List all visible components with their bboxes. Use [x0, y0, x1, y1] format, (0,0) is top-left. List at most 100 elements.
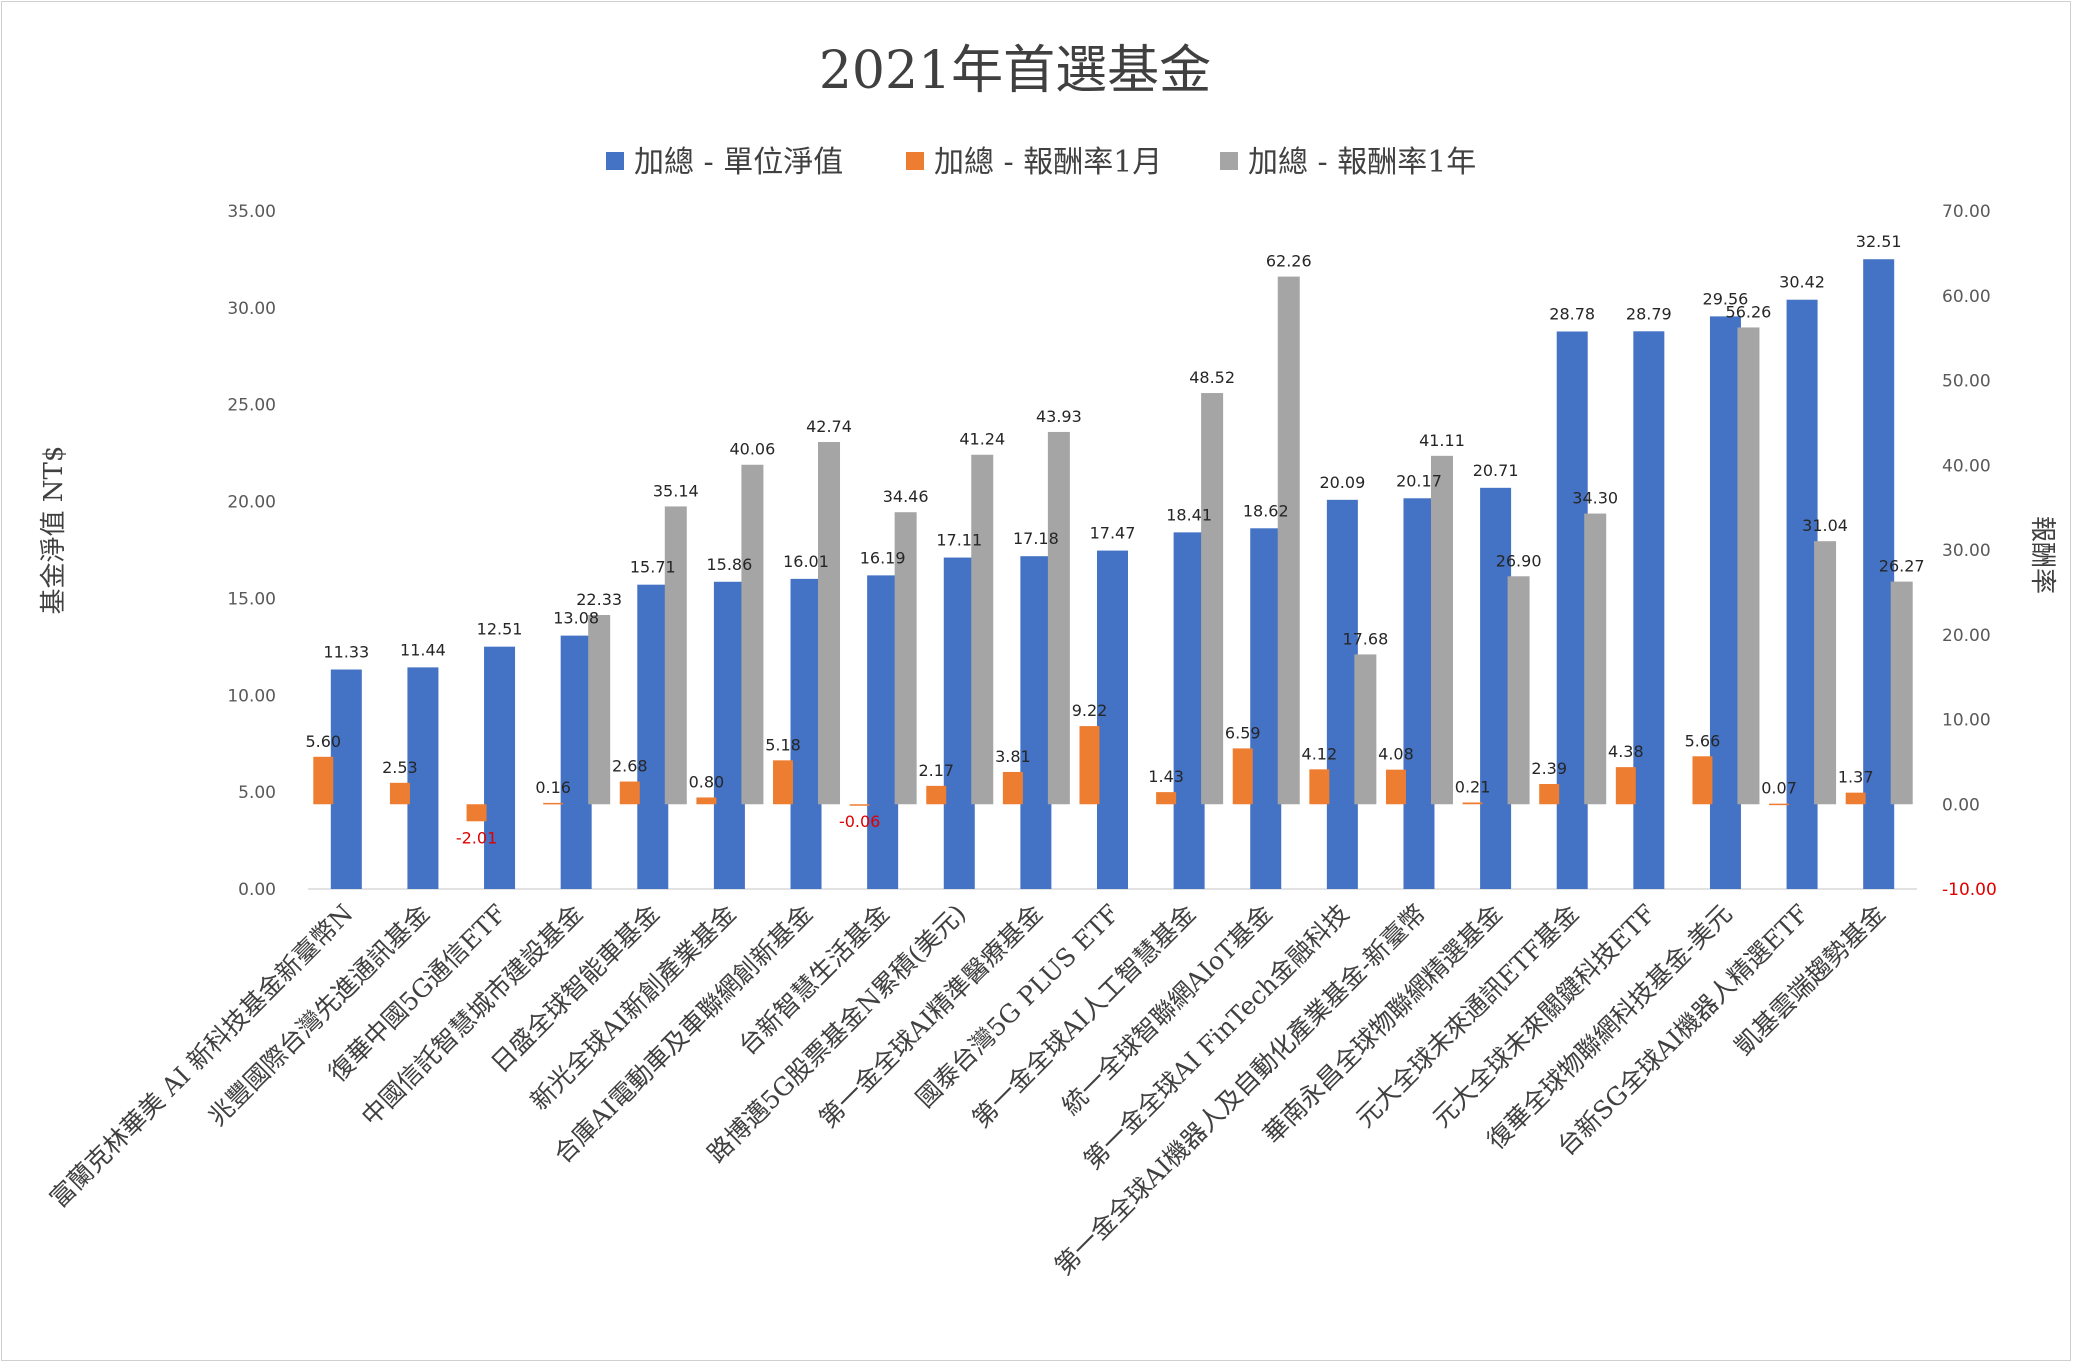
y-tick-label: 10.00 — [227, 686, 276, 706]
bar-return-1m — [1385, 769, 1406, 805]
data-label-nav: 17.18 — [1013, 529, 1059, 548]
data-label-nav: 20.71 — [1473, 461, 1519, 480]
data-label-return-1m: 5.66 — [1685, 731, 1721, 750]
bar-return-1m — [1615, 767, 1636, 805]
bar-nav — [1403, 498, 1435, 889]
legend-swatch-ret1y — [1220, 152, 1238, 170]
bar-return-1y — [1507, 576, 1530, 805]
bar-nav — [1709, 316, 1741, 889]
y2-tick-label: 20.00 — [1942, 626, 1991, 646]
bar-return-1m — [619, 781, 640, 805]
category-labels-group: 富蘭克林華美 AI 新科技基金新臺幣N兆豐國際台灣先進通訊基金復華中國5G通信E… — [44, 899, 1891, 1281]
data-label-nav: 20.17 — [1396, 471, 1442, 490]
y2-axis-ticks: -10.00 0.00 10.00 20.00 30.00 40.00 50.00 60.00… — [1942, 202, 1997, 900]
y2-tick-label: 0.00 — [1942, 795, 1980, 815]
bar-return-1m — [543, 802, 564, 805]
data-label-nav: 17.47 — [1090, 524, 1136, 543]
data-label-return-1m: 0.21 — [1455, 777, 1491, 796]
bar-nav — [407, 667, 439, 889]
bar-nav — [637, 584, 669, 889]
bar-return-1m — [1002, 771, 1023, 805]
y2-axis-title: 報酬率 — [2027, 516, 2057, 594]
data-label-nav: 17.11 — [936, 531, 982, 550]
bar-nav — [790, 578, 822, 889]
data-label-return-1m: -0.06 — [839, 812, 880, 831]
data-label-return-1m: 2.39 — [1531, 759, 1567, 778]
bar-return-1y — [1201, 393, 1224, 805]
data-label-return-1m: 5.60 — [305, 732, 341, 751]
data-label-nav: 11.44 — [400, 640, 446, 659]
data-label-return-1y: 56.26 — [1726, 302, 1772, 321]
data-label-return-1m: 2.53 — [382, 758, 418, 777]
data-label-nav: 20.09 — [1319, 473, 1365, 492]
data-label-return-1m: 1.43 — [1148, 767, 1184, 786]
data-label-return-1m: 2.17 — [918, 761, 954, 780]
data-label-nav: 28.78 — [1549, 304, 1595, 323]
bar-return-1m — [1156, 792, 1177, 805]
bar-return-1y — [1737, 327, 1760, 805]
y-tick-label: 5.00 — [238, 783, 276, 803]
data-label-nav: 16.19 — [860, 548, 906, 567]
bar-return-1m — [1845, 792, 1866, 805]
y-tick-label: 15.00 — [227, 589, 276, 609]
bar-return-1y — [1584, 513, 1607, 805]
data-label-return-1y: 40.06 — [729, 440, 775, 459]
data-label-return-1y: 62.26 — [1266, 252, 1312, 271]
bar-return-1m — [849, 804, 870, 806]
bar-nav — [1633, 331, 1665, 889]
bar-return-1y — [1430, 455, 1453, 805]
bar-return-1y — [664, 506, 687, 805]
y2-tick-label: -10.00 — [1942, 880, 1997, 900]
data-label-nav: 29.56 — [1703, 289, 1749, 308]
data-label-return-1m: 1.37 — [1838, 768, 1874, 787]
bar-nav — [560, 635, 592, 889]
data-label-nav: 30.42 — [1779, 273, 1825, 292]
bar-nav — [1863, 259, 1895, 889]
data-label-return-1m: 6.59 — [1225, 723, 1261, 742]
bars-group — [313, 259, 1913, 889]
data-label-return-1y: 43.93 — [1036, 407, 1082, 426]
bar-return-1m — [389, 782, 410, 805]
bar-return-1m — [1309, 769, 1330, 805]
bar-nav — [1250, 528, 1282, 889]
bar-nav — [867, 575, 899, 889]
bar-return-1m — [926, 785, 947, 805]
legend-swatch-ret1m — [906, 152, 924, 170]
data-label-return-1m: 9.22 — [1072, 701, 1108, 720]
bar-nav — [1326, 499, 1358, 889]
data-label-return-1m: -2.01 — [456, 828, 497, 847]
legend-swatch-nav — [606, 152, 624, 170]
y2-tick-label: 60.00 — [1942, 287, 1991, 307]
data-label-return-1y: 48.52 — [1189, 368, 1235, 387]
bar-nav — [1173, 532, 1205, 889]
bar-return-1m — [773, 760, 794, 805]
legend-label-ret1y: 加總 - 報酬率1年 — [1248, 145, 1476, 180]
bar-return-1m — [466, 804, 487, 822]
data-label-return-1y: 34.30 — [1572, 489, 1618, 508]
data-label-return-1m: 0.16 — [535, 778, 571, 797]
data-label-nav: 12.51 — [477, 620, 523, 639]
bar-return-1m — [1692, 756, 1713, 805]
y-tick-label: 35.00 — [227, 202, 276, 222]
data-label-nav: 18.62 — [1243, 501, 1289, 520]
data-label-nav: 18.41 — [1166, 505, 1212, 524]
bar-return-1y — [741, 464, 764, 805]
y-axis-ticks: 0.00 5.00 10.00 15.00 20.00 25.00 30.00 35.00 — [227, 202, 276, 900]
bar-return-1y — [588, 615, 611, 805]
data-label-return-1m: 2.68 — [612, 757, 648, 776]
bar-nav — [330, 669, 362, 889]
bar-return-1y — [1814, 541, 1837, 805]
data-label-return-1m: 4.38 — [1608, 742, 1644, 761]
data-label-return-1y: 41.11 — [1419, 431, 1465, 450]
data-label-nav: 28.79 — [1626, 304, 1672, 323]
data-label-return-1y: 34.46 — [883, 487, 929, 506]
data-label-return-1y: 35.14 — [653, 481, 699, 500]
data-labels-group: 11.33 5.60 11.44 2.53 12.51 -2.01 13.08 0.16 22.… — [305, 232, 1924, 847]
category-label: 富蘭克林華美 AI 新科技基金新臺幣N — [44, 899, 358, 1213]
y-tick-label: 25.00 — [227, 396, 276, 416]
bar-nav — [1020, 556, 1052, 889]
bar-return-1m — [1539, 783, 1560, 805]
bar-return-1y — [894, 512, 917, 805]
data-label-nav: 11.33 — [323, 643, 369, 662]
